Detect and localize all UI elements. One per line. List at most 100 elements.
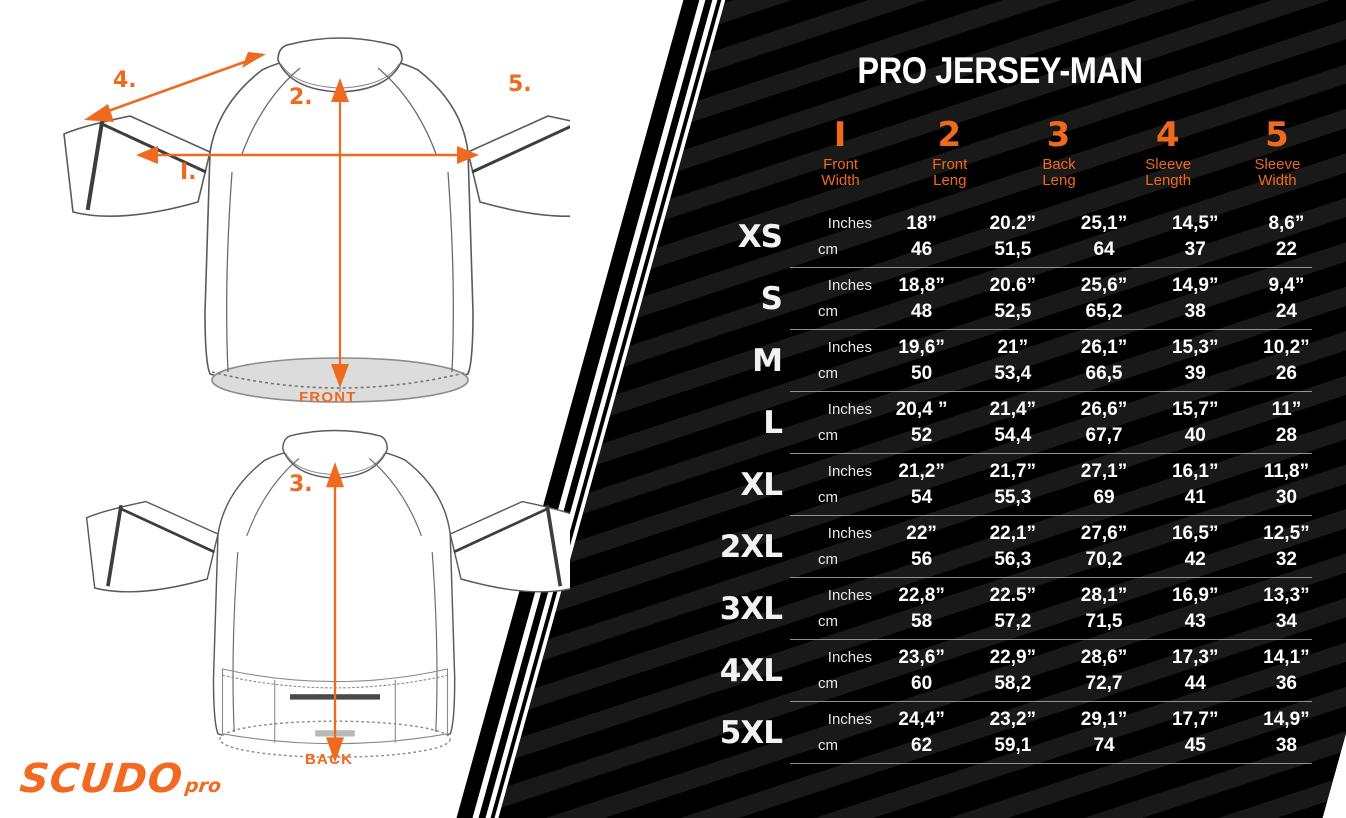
value-inches: 17,3” [1171,647,1219,668]
value-cm: 51,5 [994,239,1032,260]
value-cm: 58 [911,611,933,632]
value-cell: 23,2” 59,1 [967,702,1058,764]
value-inches: 26,1” [1080,337,1128,358]
value-cell: 26,6” 67,7 [1058,392,1149,454]
value-inches: 21,2” [898,461,945,482]
unit-labels: Inches cm [794,702,872,764]
value-inches: 12,5” [1263,523,1310,544]
value-cell: 21,2” 54 [876,454,967,516]
value-inches: 13,3” [1263,585,1310,606]
size-label: 4XL [719,653,783,689]
marker-3: 3. [289,472,313,497]
table-row: XL Inches cm 21,2” 54 21,7” 55,3 27,1” 69 16,1” 41… [690,454,1346,516]
size-label: 3XL [719,591,783,627]
value-inches: 8,6” [1268,213,1305,234]
value-inches: 11,8” [1263,461,1310,482]
value-cell: 18,8” 48 [876,268,967,330]
row-divider [790,515,1312,516]
table-row: S Inches cm 18,8” 48 20.6” 52,5 25,6” 65,2 14,9” 3… [690,268,1346,330]
unit-labels: Inches cm [794,516,872,578]
row-divider [790,577,1312,578]
value-cm: 46 [911,239,933,260]
value-cell: 20,4 ” 52 [876,392,967,454]
value-inches: 22” [906,523,937,544]
value-inches: 18” [906,213,937,234]
value-cm: 43 [1184,611,1206,632]
value-inches: 20.2” [989,213,1037,234]
unit-cm: cm [818,241,838,258]
value-cm: 38 [1275,735,1297,756]
brand-name: SCUDO [17,756,186,802]
unit-labels: Inches cm [794,206,872,268]
front-label: FRONT [299,389,357,406]
row-divider [790,391,1312,392]
value-inches: 17,7” [1171,709,1219,730]
jersey-front-drawing [63,37,570,403]
value-cm: 30 [1275,487,1297,508]
value-cell: 27,1” 69 [1058,454,1149,516]
value-inches: 15,3” [1171,337,1219,358]
value-grid: 22” 56 22,1” 56,3 27,6” 70,2 16,5” 42 12,5” 32 [876,516,1332,578]
column-label: Front Width [821,156,860,189]
table-row: L Inches cm 20,4 ” 52 21,4” 54,4 26,6” 67,7 15,7”… [690,392,1346,454]
value-grid: 23,6” 60 22,9” 58,2 28,6” 72,7 17,3” 44 14,1” 36 [876,640,1332,702]
table-row: M Inches cm 19,6” 50 21” 53,4 26,1” 66,5 15,3” 39 1… [690,330,1346,392]
brand-suffix: pro [183,775,223,797]
value-cell: 17,7” 45 [1150,702,1241,764]
value-grid: 20,4 ” 52 21,4” 54,4 26,6” 67,7 15,7” 40 11” 28 [876,392,1332,454]
value-cell: 20.2” 51,5 [967,206,1058,268]
size-label: S [760,281,783,317]
value-cell: 24,4” 62 [876,702,967,764]
value-grid: 19,6” 50 21” 53,4 26,1” 66,5 15,3” 39 10,2” 26 [876,330,1332,392]
value-cm: 22 [1275,239,1297,260]
table-column-headers: I Front Width 2 Front Leng 3 Back Leng 4 Sleeve… [786,118,1332,188]
size-label: L [763,405,783,441]
size-table-panel: PRO JERSEY-MAN I Front Width 2 Front Leng 3 B… [690,0,1346,818]
value-inches: 25,1” [1080,213,1128,234]
unit-labels: Inches cm [794,392,872,454]
value-cell: 16,9” 43 [1150,578,1241,640]
value-cell: 25,1” 64 [1058,206,1149,268]
value-cm: 32 [1275,549,1297,570]
value-inches: 24,4” [898,709,945,730]
unit-cm: cm [818,551,838,568]
value-cm: 36 [1275,673,1297,694]
value-cell: 8,6” 22 [1241,206,1332,268]
column-label: Back Leng [1042,156,1076,189]
value-cell: 29,1” 74 [1058,702,1149,764]
unit-cm: cm [818,365,838,382]
column-label: Sleeve Width [1254,156,1301,189]
row-divider [790,763,1312,764]
value-cm: 59,1 [994,735,1032,756]
unit-inches: Inches [827,463,872,480]
table-row: 3XL Inches cm 22,8” 58 22.5” 57,2 28,1” 71,5 16,9… [690,578,1346,640]
value-cell: 22,8” 58 [876,578,967,640]
value-inches: 14,5” [1171,213,1219,234]
value-cm: 52 [911,425,933,446]
size-label: XS [737,219,783,255]
value-inches: 21,4” [989,399,1037,420]
unit-labels: Inches cm [794,268,872,330]
value-cm: 64 [1093,239,1115,260]
value-cm: 37 [1184,239,1206,260]
value-inches: 28,6” [1080,647,1128,668]
value-cm: 65,2 [1085,301,1123,322]
value-cell: 11,8” 30 [1241,454,1332,516]
unit-cm: cm [818,489,838,506]
value-cm: 44 [1184,673,1206,694]
column-header-5: 5 Sleeve Width [1223,118,1332,188]
value-cm: 28 [1275,425,1297,446]
value-cm: 57,2 [994,611,1032,632]
value-cell: 11” 28 [1241,392,1332,454]
column-number: 3 [1046,115,1072,155]
value-cell: 17,3” 44 [1150,640,1241,702]
value-cm: 34 [1275,611,1297,632]
marker-4: 4. [113,68,137,93]
value-inches: 19,6” [898,337,945,358]
unit-inches: Inches [827,525,872,542]
value-inches: 29,1” [1080,709,1128,730]
marker-5: 5. [508,72,532,97]
value-cm: 48 [911,301,933,322]
value-cm: 60 [911,673,933,694]
value-inches: 14,1” [1263,647,1310,668]
